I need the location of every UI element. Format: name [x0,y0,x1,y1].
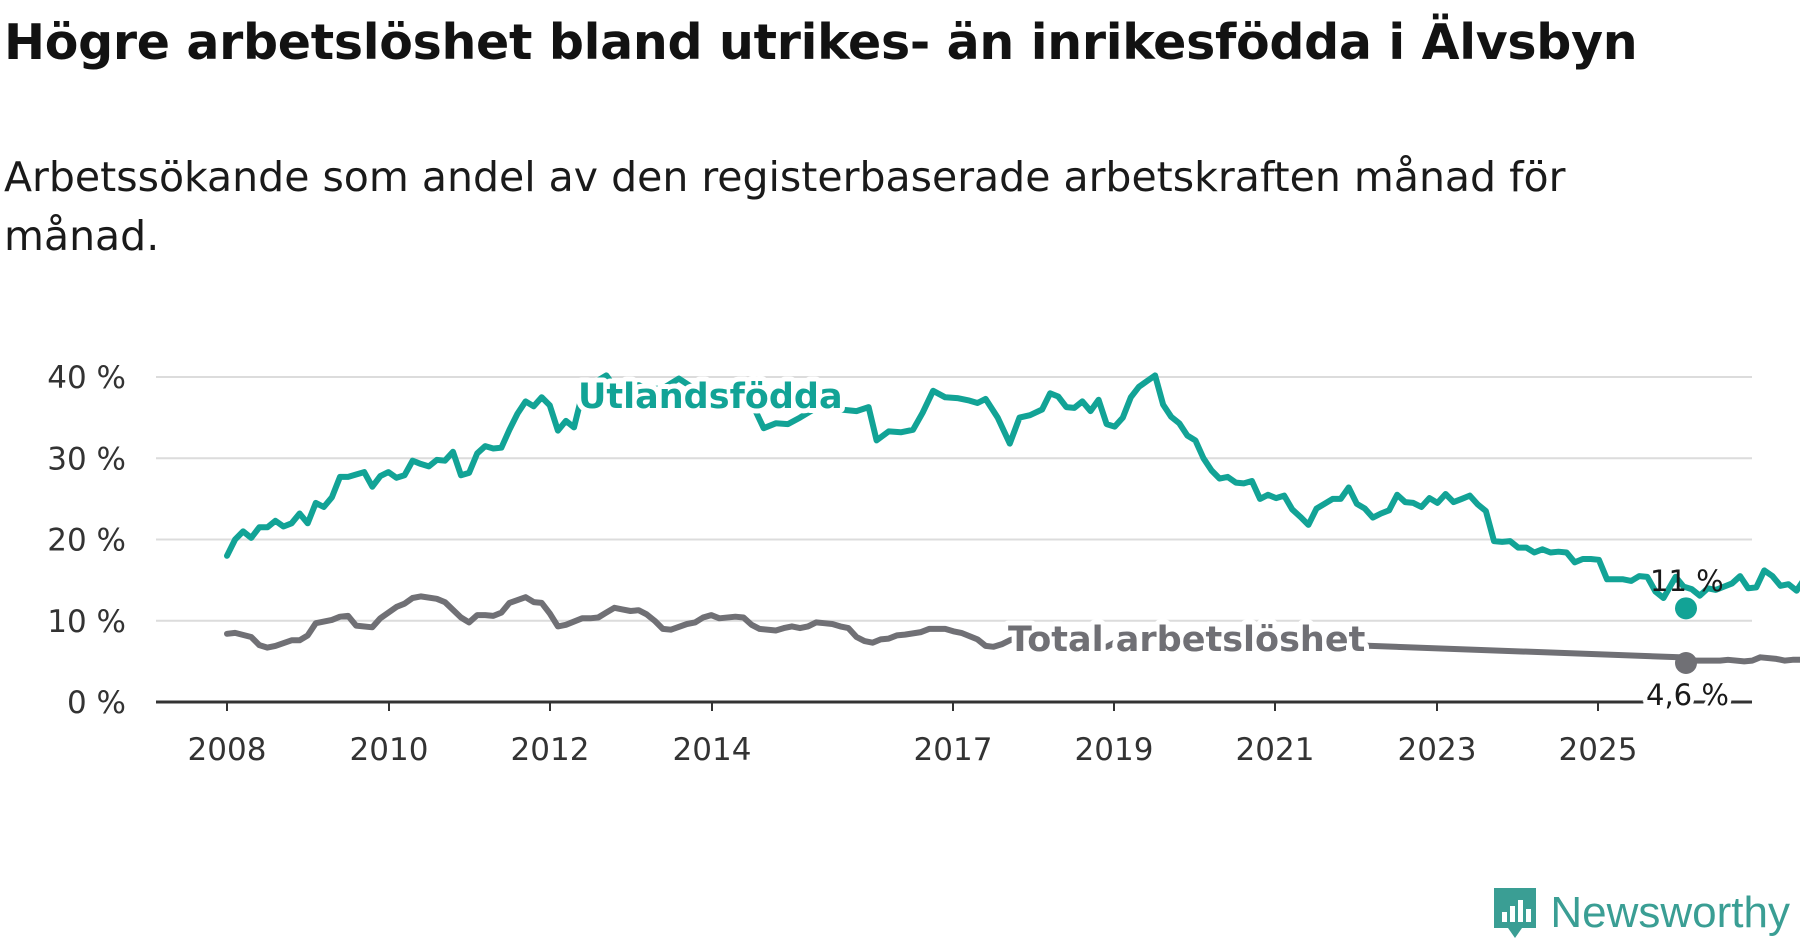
x-axis: 2008 2010 2012 2014 2017 2019 2021 2023 2025 [188,702,1638,768]
series-line-utlandsfodda [224,372,1800,601]
brand-logo: Newsworthy [1490,884,1790,942]
y-tick-label: 10 % [47,604,126,640]
series-label-total: Total arbetslöshet [1008,620,1365,660]
brand-name: Newsworthy [1550,888,1790,937]
x-tick-label: 2010 [350,732,429,768]
series-line-total [224,593,1800,665]
x-tick-label: 2025 [1559,732,1638,768]
y-tick-label: 20 % [47,523,126,559]
x-tick-label: 2023 [1398,732,1477,768]
x-tick-label: 2021 [1236,732,1315,768]
y-axis: 0 % 10 % 20 % 30 % 40 % [47,360,126,721]
y-tick-label: 30 % [47,441,126,477]
chart-title: Högre arbetslöshet bland utrikes- än inr… [4,14,1638,71]
end-label-total: 4,6 % [1646,678,1729,712]
y-tick-label: 40 % [47,360,126,396]
grid [156,376,1752,704]
series-labels: 11 % 4,6 % Utlandsfödda Total arbetslöshet [573,372,1733,716]
x-tick-label: 2012 [511,732,590,768]
series-end-marker-total [1675,652,1697,674]
series-label-utlandsfodda: Utlandsfödda [578,377,843,417]
newsworthy-logo-icon [1494,888,1537,938]
y-tick-label: 0 % [67,685,126,721]
plot-area [224,372,1800,665]
series-end-marker-utlandsfodda [1675,597,1697,620]
end-label-utlandsfodda: 11 % [1650,564,1724,598]
chart-subtitle: Arbetssökande som andel av den registerb… [4,153,1566,260]
x-tick-label: 2017 [914,732,993,768]
x-tick-label: 2008 [188,732,267,768]
x-tick-label: 2019 [1075,732,1154,768]
x-tick-label: 2014 [673,732,752,768]
